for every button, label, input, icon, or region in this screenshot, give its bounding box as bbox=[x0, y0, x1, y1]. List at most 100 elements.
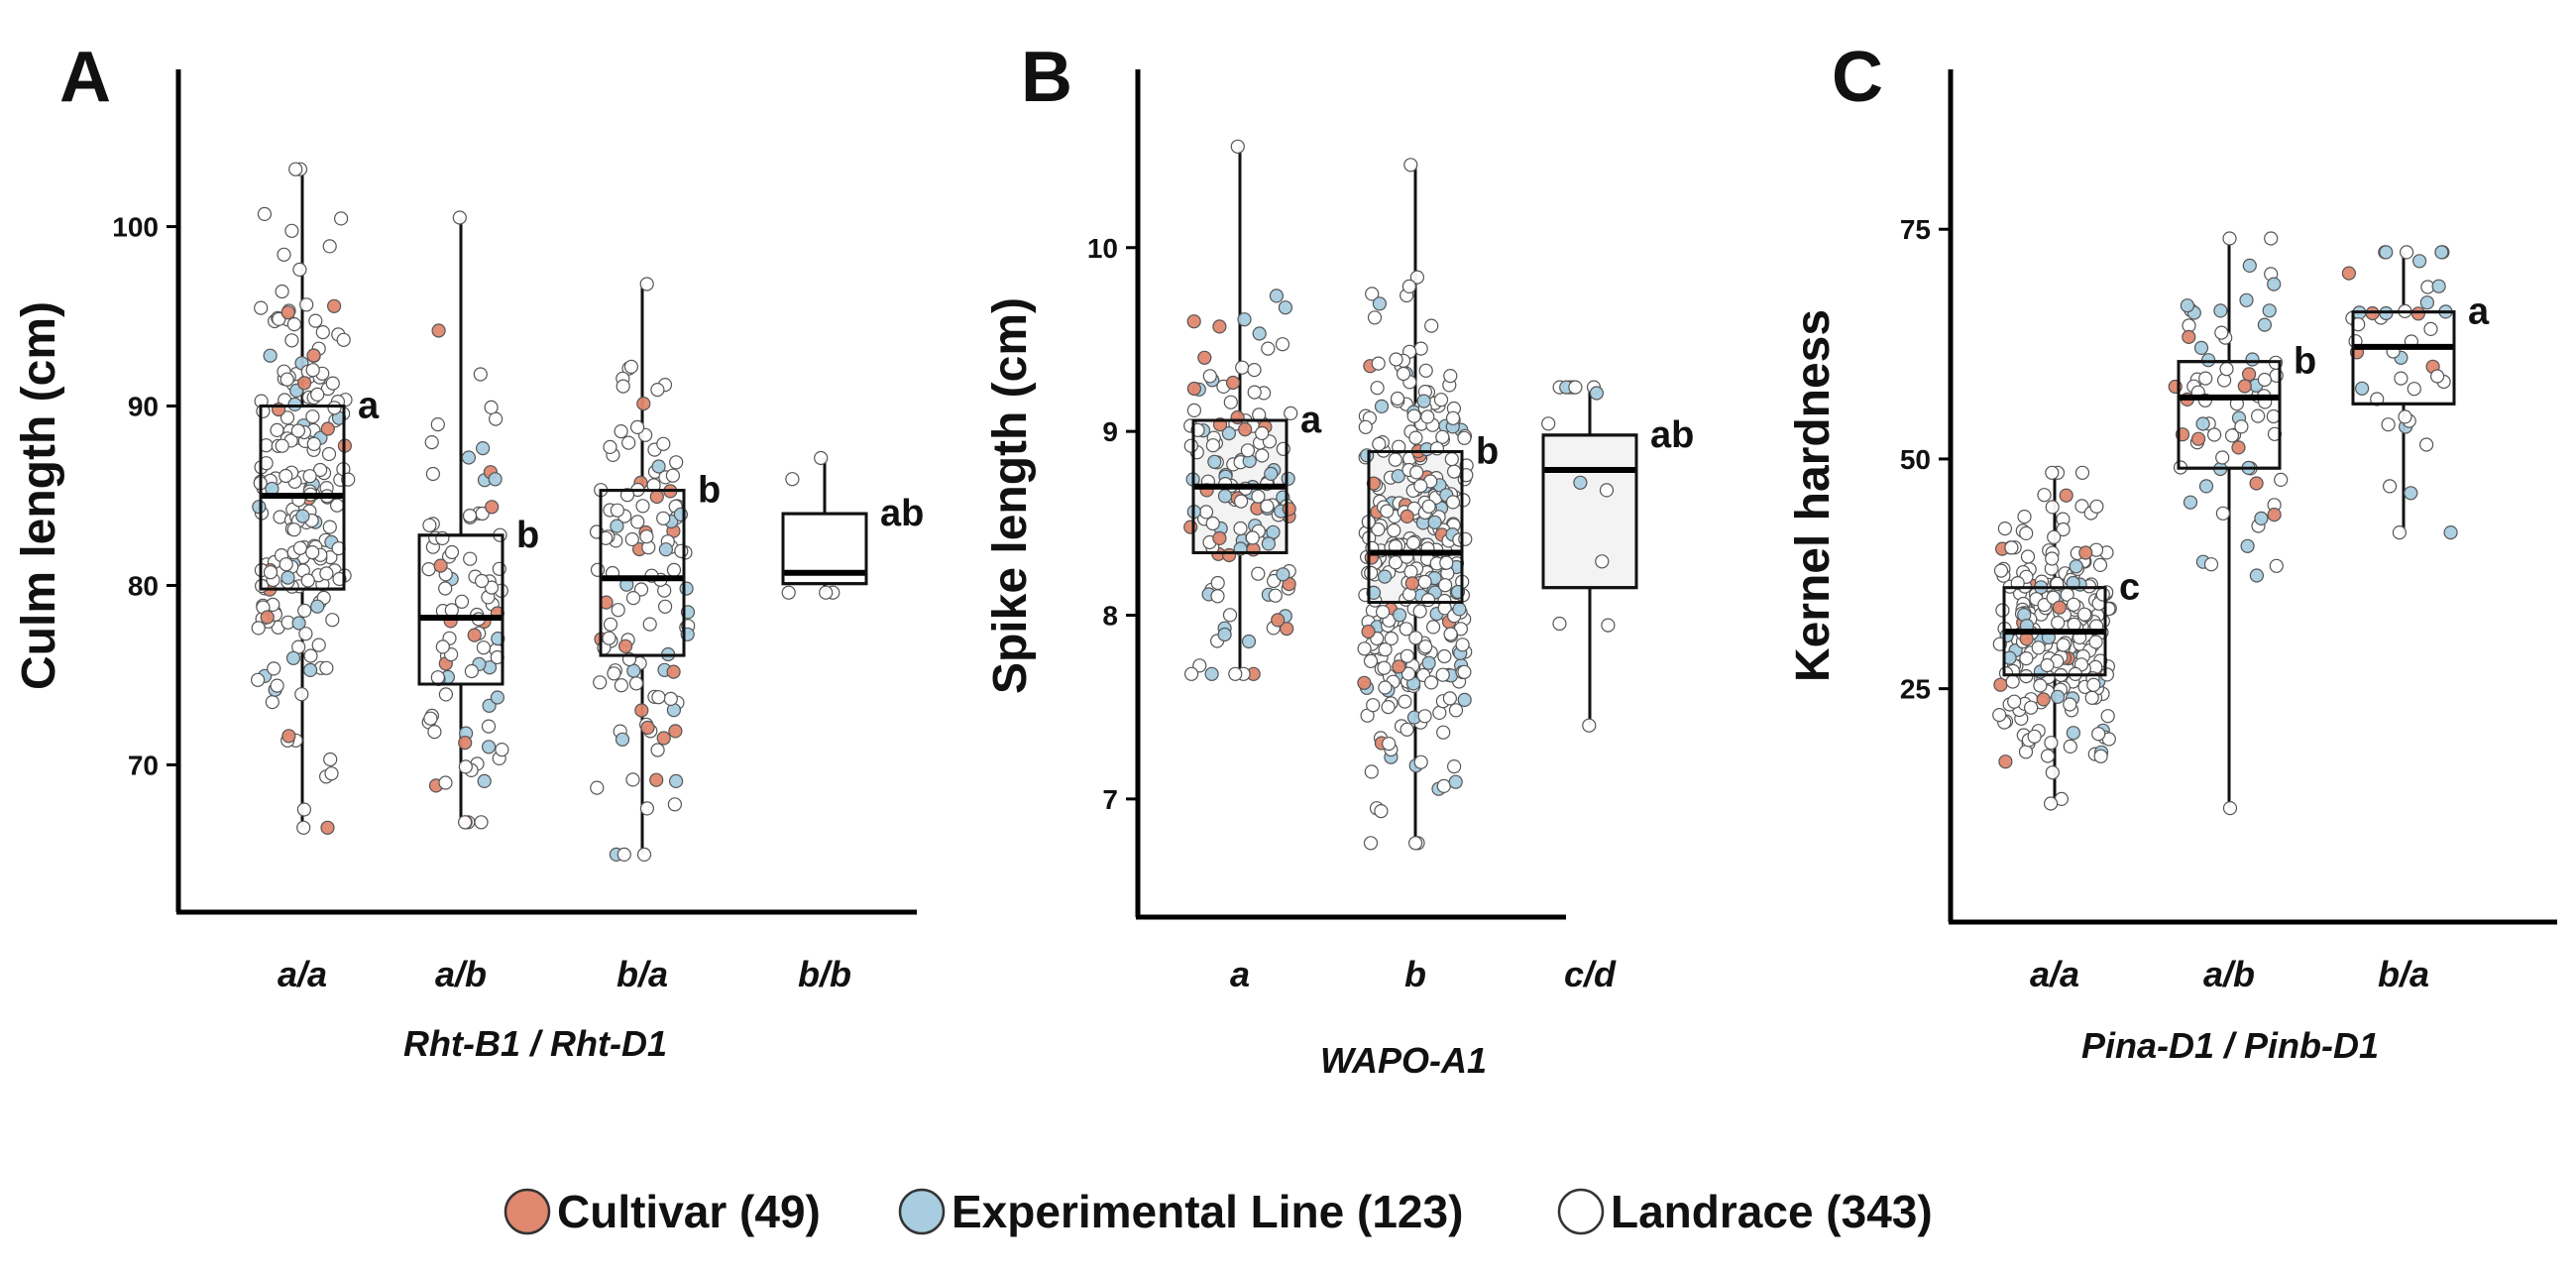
data-point bbox=[2059, 488, 2073, 503]
data-point bbox=[623, 359, 639, 374]
data-point bbox=[1413, 341, 1428, 356]
x-tick-label: a/a bbox=[278, 954, 327, 994]
data-point bbox=[257, 206, 272, 221]
box-outline bbox=[1191, 418, 1288, 554]
data-point bbox=[1282, 502, 1296, 517]
box-outline bbox=[1541, 433, 1638, 590]
data-point bbox=[615, 732, 630, 747]
data-point bbox=[2242, 367, 2257, 382]
legend-label: Landrace (343) bbox=[1611, 1186, 1933, 1237]
data-point bbox=[311, 638, 326, 652]
data-point bbox=[607, 666, 621, 681]
data-point bbox=[2257, 372, 2272, 388]
data-point bbox=[668, 773, 684, 789]
data-point bbox=[1186, 403, 1202, 417]
data-point bbox=[621, 435, 636, 450]
data-point bbox=[1427, 515, 1442, 529]
x-tick-label: b bbox=[1404, 954, 1426, 994]
data-point bbox=[1364, 764, 1379, 779]
data-point bbox=[2249, 568, 2264, 583]
data-point bbox=[1406, 408, 1421, 423]
data-point bbox=[1377, 569, 1393, 584]
box-group bbox=[1357, 158, 1474, 851]
data-point bbox=[1268, 588, 1283, 603]
data-point bbox=[279, 468, 293, 484]
data-point bbox=[1387, 522, 1401, 538]
data-point bbox=[2240, 538, 2255, 553]
data-point bbox=[2180, 298, 2194, 313]
data-point bbox=[305, 409, 320, 424]
data-point bbox=[2195, 416, 2210, 431]
data-point bbox=[2005, 674, 2020, 689]
data-point bbox=[310, 599, 325, 614]
data-point bbox=[438, 687, 453, 702]
data-point bbox=[2264, 231, 2279, 246]
data-point bbox=[296, 820, 311, 835]
data-point bbox=[306, 436, 321, 451]
significance-letter: ab bbox=[880, 493, 924, 534]
data-point bbox=[425, 466, 440, 482]
data-point bbox=[1448, 774, 1463, 789]
data-point bbox=[2410, 306, 2425, 321]
data-point bbox=[1241, 634, 1257, 649]
data-point bbox=[2434, 245, 2449, 260]
data-point bbox=[476, 441, 491, 456]
data-point bbox=[322, 520, 337, 534]
data-point bbox=[2198, 479, 2214, 494]
x-tick-label: c/d bbox=[1564, 954, 1617, 994]
data-point bbox=[2033, 678, 2048, 693]
data-point bbox=[2383, 479, 2398, 494]
data-point bbox=[1261, 341, 1276, 356]
data-point bbox=[2044, 796, 2059, 811]
data-point bbox=[2341, 266, 2356, 281]
data-point bbox=[2394, 371, 2408, 386]
data-point bbox=[1367, 310, 1383, 325]
data-point bbox=[444, 603, 459, 618]
data-point bbox=[2036, 692, 2051, 707]
data-point bbox=[1366, 476, 1382, 491]
data-point bbox=[1378, 642, 1393, 657]
data-point bbox=[1183, 438, 1198, 453]
data-point bbox=[1425, 620, 1441, 635]
data-point bbox=[430, 417, 445, 432]
data-point bbox=[325, 376, 340, 391]
data-point bbox=[1452, 602, 1467, 617]
data-point bbox=[2084, 690, 2099, 705]
data-point bbox=[1573, 475, 1588, 490]
data-point bbox=[2222, 231, 2237, 246]
x-tick-label: a bbox=[1230, 954, 1250, 994]
data-point bbox=[475, 573, 490, 589]
data-point bbox=[1225, 375, 1241, 391]
data-point bbox=[308, 313, 323, 328]
data-point bbox=[319, 566, 334, 581]
data-point bbox=[302, 469, 317, 484]
data-point bbox=[666, 562, 682, 578]
data-point bbox=[2430, 369, 2445, 384]
data-point bbox=[297, 376, 312, 391]
data-point bbox=[1420, 409, 1435, 424]
data-point bbox=[454, 594, 470, 609]
data-point bbox=[423, 711, 438, 726]
data-point bbox=[286, 522, 301, 537]
data-point bbox=[2100, 709, 2115, 724]
data-point bbox=[640, 720, 655, 736]
data-point bbox=[1396, 366, 1411, 382]
data-point bbox=[1408, 430, 1423, 445]
data-point bbox=[2381, 417, 2396, 432]
data-point bbox=[1223, 395, 1238, 409]
data-point bbox=[667, 797, 683, 812]
data-point bbox=[1260, 499, 1275, 514]
data-point bbox=[1228, 666, 1243, 681]
data-point bbox=[2191, 431, 2206, 446]
data-point bbox=[299, 297, 314, 312]
data-point bbox=[2051, 689, 2066, 704]
data-point bbox=[251, 672, 266, 687]
data-point bbox=[1363, 836, 1379, 851]
data-point bbox=[254, 300, 269, 315]
data-point bbox=[1198, 505, 1214, 520]
data-point bbox=[781, 585, 796, 600]
data-point bbox=[650, 383, 665, 398]
data-point bbox=[2245, 352, 2260, 367]
data-point bbox=[625, 590, 641, 606]
data-point bbox=[2254, 511, 2269, 526]
